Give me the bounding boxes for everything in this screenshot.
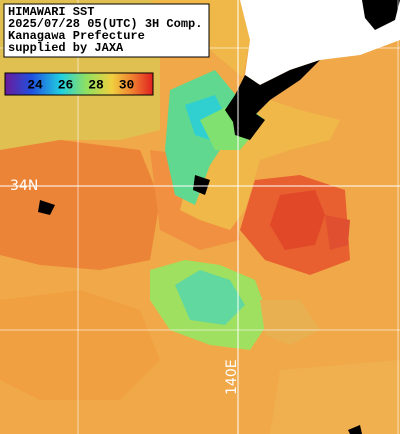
colorbar-label: 30 [119, 77, 135, 92]
latitude-label: 34N [10, 178, 38, 194]
header-line: HIMAWARI SST [8, 5, 94, 19]
colorbar-label: 26 [58, 77, 74, 92]
land [38, 0, 400, 434]
header-line: Kanagawa Prefecture [8, 29, 145, 43]
colorbar [4, 72, 154, 96]
colorbar-label: 24 [27, 77, 43, 92]
longitude-label: 140E [224, 359, 240, 395]
header-line: 2025/07/28 05(UTC) 3H Comp. [8, 17, 202, 31]
colorbar-label: 28 [88, 77, 104, 92]
header-line: supplied by JAXA [8, 41, 124, 55]
header-box [3, 3, 210, 58]
colorbar-labels: 24 26 28 30 [27, 77, 134, 92]
